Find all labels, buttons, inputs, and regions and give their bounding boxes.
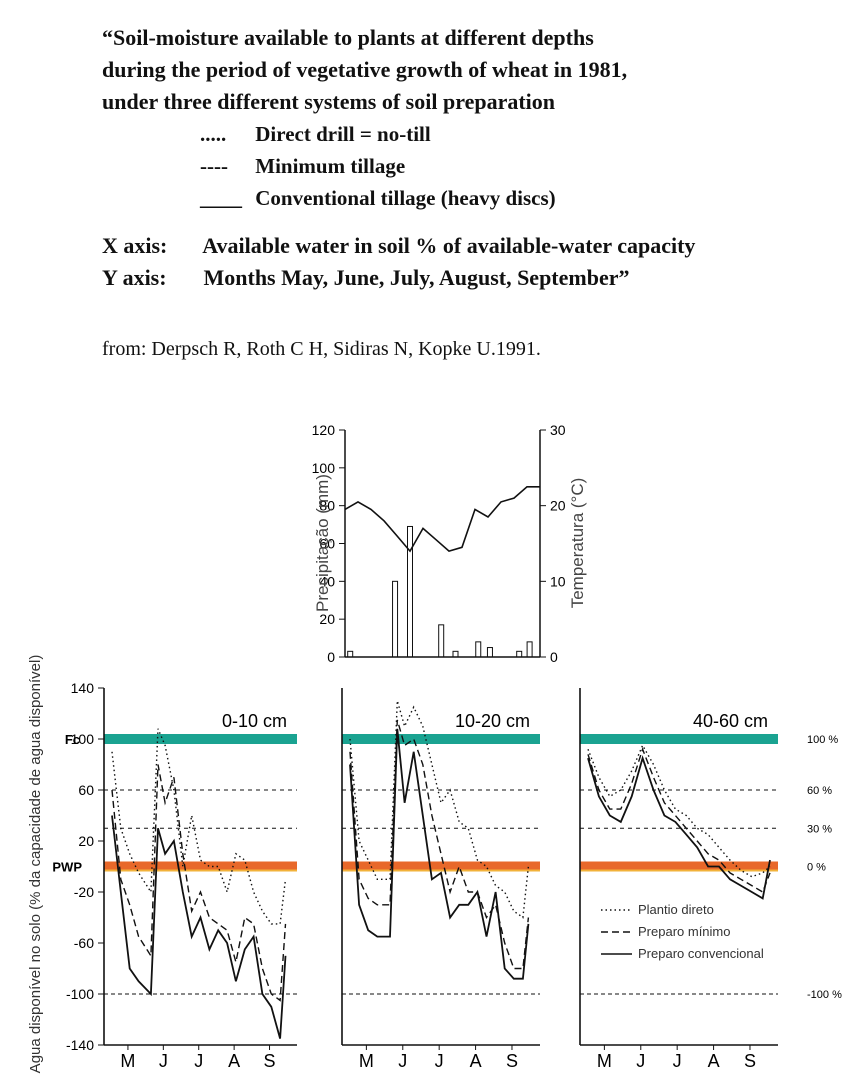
precip-bar [347,650,354,658]
month-label: J [159,1051,168,1071]
legend-entry: Preparo mínimo [638,924,730,939]
y-axis-key: Y axis: [102,265,167,290]
source-citation: from: Derpsch R, Roth C H, Sidiras N, Ko… [102,338,541,360]
month-label: J [636,1051,645,1071]
series-line-solid [349,728,530,980]
field-capacity-band [104,734,297,744]
month-label: J [435,1051,444,1071]
temp-tick-label: 10 [550,573,566,589]
month-label: S [506,1051,518,1071]
wilting-point-band [104,861,297,872]
caption-line-1: “Soil-moisture available to plants at di… [102,25,594,50]
legend-symbol: ..... [200,122,227,146]
month-label: A [708,1051,720,1071]
moisture-tick-label: 60 [78,782,94,798]
moisture-tick-label: -20 [74,884,94,900]
right-percent-label: 60 % [807,785,832,797]
caption-x-axis: X axis: Available water in soil % of ava… [102,230,842,262]
fc-label: Fc [65,732,80,747]
series-line-dashed [111,764,287,1002]
month-label: A [228,1051,240,1071]
series-line-dotted [349,700,530,919]
legend-label: Conventional tillage (heavy discs) [255,186,556,210]
x-axis-text: Available water in soil % of available-w… [202,233,696,258]
pwp-label: PWP [52,860,82,875]
right-percent-label: 0 % [807,862,826,874]
month-label: A [470,1051,482,1071]
temp-tick-label: 30 [550,422,566,438]
legend-symbol: ---- [200,154,228,178]
month-label: J [673,1051,682,1071]
precip-tick-label: 60 [319,536,335,552]
legend-entry: Plantio direto [638,902,714,917]
legend-entry: Preparo convencional [638,946,764,961]
moisture-tick-label: -140 [66,1037,94,1053]
month-label: M [120,1051,135,1071]
caption-block: “Soil-moisture available to plants at di… [102,22,842,294]
moisture-tick-label: 140 [71,680,95,696]
right-percent-label: -100 % [807,989,842,1001]
panel-title: 0-10 cm [222,711,287,731]
precip-tick-label: 80 [319,498,335,514]
legend-label: Direct drill = no-till [255,122,431,146]
legend-label: Minimum tillage [255,154,406,178]
series-line-solid [587,755,771,900]
precip-bar [407,525,413,658]
precip-bar [475,641,482,658]
precip-bar [392,580,399,658]
month-label: S [264,1051,276,1071]
caption-line-2: during the period of vegetative growth o… [102,57,628,82]
month-label: M [359,1051,374,1071]
wilting-point-band [580,861,778,872]
precip-tick-label: 40 [319,573,335,589]
panel-title: 40-60 cm [693,711,768,731]
precip-bar [486,647,493,658]
caption-legend-minimum: ---- Minimum tillage [200,150,842,182]
right-percent-label: 30 % [807,823,832,835]
wilting-point-band [342,861,540,872]
moisture-tick-label: 20 [78,833,94,849]
right-percent-label: 100 % [807,734,838,746]
precip-bar [452,650,459,658]
temp-axis-label: Temperatura (°C) [568,478,587,609]
precip-tick-label: 20 [319,611,335,627]
series-line-dotted [587,743,771,878]
temp-tick-label: 20 [550,498,566,514]
precip-axis-label: Precipitação (mm) [313,474,332,612]
month-label: J [194,1051,203,1071]
caption-line-3: under three different systems of soil pr… [102,89,556,114]
legend-symbol: ____ [200,186,242,210]
series-line-dashed [587,747,771,894]
precip-tick-label: 0 [327,649,335,665]
field-capacity-band [342,734,540,744]
y-axis-text: Months May, June, July, August, Septembe… [203,265,630,290]
caption-legend-conventional: ____ Conventional tillage (heavy discs) [200,182,842,214]
precip-bar [516,650,523,658]
precip-bar [438,624,445,658]
series-line-solid [111,815,287,1039]
x-axis-key: X axis: [102,233,168,258]
precip-bar [526,641,533,658]
moisture-tick-label: -100 [66,986,94,1002]
moisture-tick-label: -60 [74,935,94,951]
temp-tick-label: 0 [550,649,558,665]
panel-title: 10-20 cm [455,711,530,731]
series-line-dotted [111,728,287,925]
month-label: J [398,1051,407,1071]
precip-tick-label: 120 [312,422,336,438]
temperature-line [344,485,540,553]
precip-tick-label: 100 [312,460,336,476]
field-capacity-band [580,734,778,744]
series-line-dashed [349,719,530,970]
month-label: S [744,1051,756,1071]
caption-y-axis: Y axis: Months May, June, July, August, … [102,262,842,294]
moisture-tick-label: 100 [71,731,95,747]
caption-legend-no-till: ..... Direct drill = no-till [200,118,842,150]
moisture-axis-label: Agua disponível no solo (% da capacidade… [27,655,44,1074]
month-label: M [597,1051,612,1071]
